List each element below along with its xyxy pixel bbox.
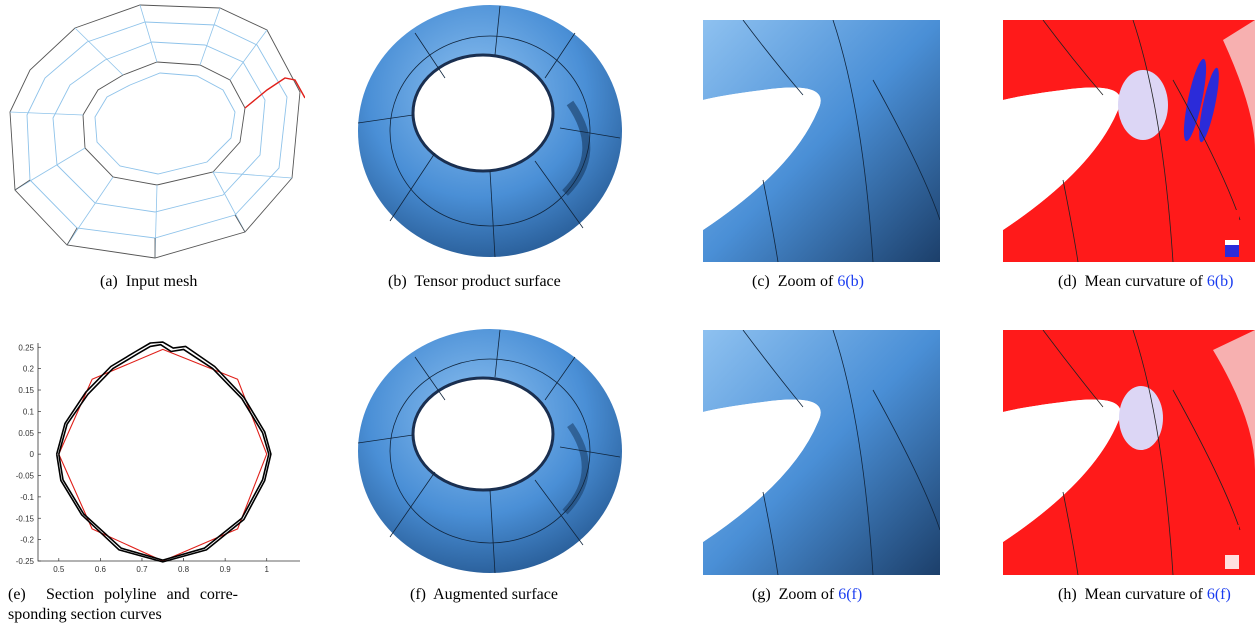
x-tick-label: 0.6 <box>95 565 107 574</box>
zoom-augmented-figure <box>703 330 940 575</box>
y-tick-label: 0.15 <box>18 386 34 395</box>
panel-zoom-f <box>703 330 940 575</box>
caption-a: (a) Input mesh <box>100 273 198 290</box>
caption-d: (d) Mean curvature of 6(b) <box>1058 273 1234 290</box>
section-polyline <box>58 348 268 562</box>
y-tick-label: 0.1 <box>23 407 35 416</box>
colorbar-icon <box>1225 525 1239 569</box>
caption-h: (h) Mean curvature of 6(f) <box>1058 586 1231 603</box>
figure-ref-link[interactable]: 6(b) <box>1206 273 1234 290</box>
panel-curvature-b <box>1003 20 1255 262</box>
panel-section-plot: 0.25 0.2 0.15 0.1 0.05 0 -0.05 -0.1 -0.15 -0.2 -0.… <box>0 335 310 575</box>
caption-f: (f) Augmented surface <box>410 586 558 603</box>
y-tick-label: -0.1 <box>20 493 34 502</box>
x-tick-label: 0.8 <box>178 565 190 574</box>
panel-tensor-surface <box>355 3 625 261</box>
y-tick-label: -0.2 <box>20 536 34 545</box>
torus-augmented-figure <box>357 329 622 574</box>
y-tick-label: 0.05 <box>18 429 34 438</box>
section-curve <box>58 343 270 561</box>
y-tick-label: -0.15 <box>16 514 35 523</box>
panel-augmented-surface <box>355 327 625 577</box>
panel-input-mesh <box>5 0 305 262</box>
plot-axes-frame <box>37 343 300 562</box>
curvature-figure <box>1003 20 1255 262</box>
y-tick-label: 0.25 <box>18 343 34 352</box>
section-plot: 0.25 0.2 0.15 0.1 0.05 0 -0.05 -0.1 -0.15 -0.2 -0.… <box>16 341 300 574</box>
panel-zoom-b <box>703 20 940 262</box>
caption-g: (g) Zoom of 6(f) <box>752 586 863 603</box>
x-tick-label: 0.5 <box>53 565 65 574</box>
torus-figure <box>357 5 622 258</box>
section-curve <box>55 341 272 563</box>
figure-ref-link[interactable]: 6(b) <box>837 273 864 290</box>
input-mesh-figure <box>9 4 305 259</box>
caption-e: (e) Section polyline and corre- sponding… <box>8 586 239 623</box>
y-tick-label: -0.25 <box>16 557 35 566</box>
caption-c: (c) Zoom of 6(b) <box>752 273 864 290</box>
colorbar-icon <box>1225 210 1239 257</box>
x-tick-label: 0.7 <box>136 565 148 574</box>
x-tick-label: 0.9 <box>220 565 232 574</box>
x-tick-label: 1 <box>265 565 270 574</box>
y-tick-label: 0.2 <box>23 365 35 374</box>
caption-b: (b) Tensor product surface <box>388 273 561 290</box>
y-tick-label: -0.05 <box>16 472 35 481</box>
figure-ref-link[interactable]: 6(f) <box>838 586 863 603</box>
y-tick-label: 0 <box>30 450 35 459</box>
panel-curvature-f <box>1003 330 1255 575</box>
figure-ref-link[interactable]: 6(f) <box>1206 586 1231 603</box>
curvature-augmented-figure <box>1003 330 1255 575</box>
zoom-figure <box>703 20 940 262</box>
